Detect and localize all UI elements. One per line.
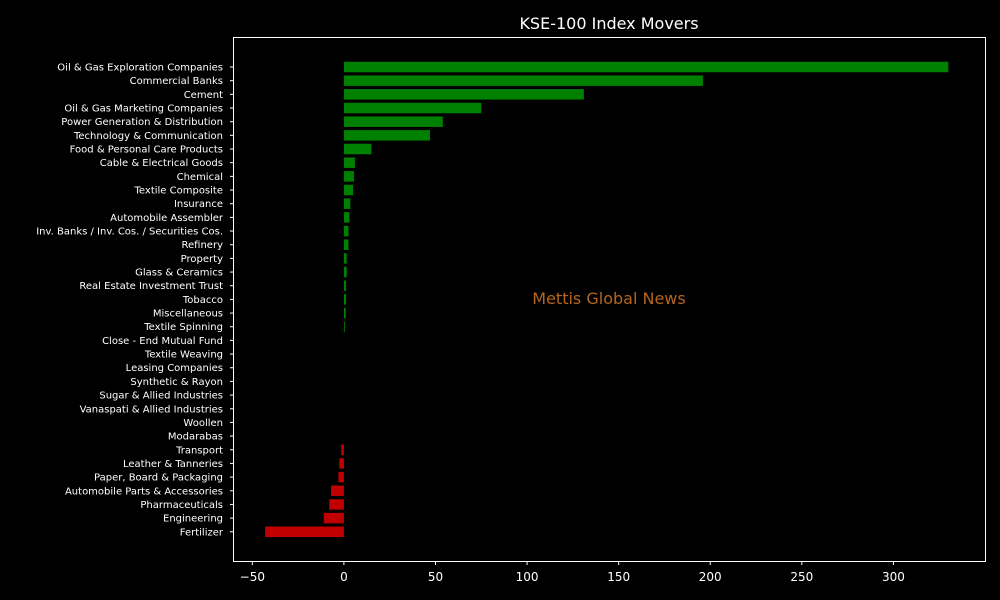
category-label: Cement xyxy=(184,90,223,101)
category-label: Engineering xyxy=(163,514,223,525)
category-label: Textile Composite xyxy=(134,186,223,197)
category-label: Pharmaceuticals xyxy=(140,500,223,511)
bar-16 xyxy=(343,280,347,291)
category-label: Leasing Companies xyxy=(126,363,223,374)
category-label: Automobile Assembler xyxy=(110,213,224,224)
category-label: Property xyxy=(181,254,223,265)
category-label: Commercial Banks xyxy=(130,76,223,87)
category-label: Close - End Mutual Fund xyxy=(102,336,223,347)
category-label: Power Generation & Distribution xyxy=(61,117,223,128)
category-label: Modarabas xyxy=(168,432,223,443)
bar-2 xyxy=(343,89,584,100)
bar-31 xyxy=(331,485,344,497)
x-tick-label: 100 xyxy=(516,570,539,584)
bar-1 xyxy=(343,75,703,86)
category-label: Food & Personal Care Products xyxy=(70,145,223,156)
bar-19 xyxy=(343,321,345,332)
category-label: Vanaspati & Allied Industries xyxy=(80,404,223,415)
category-label: Woollen xyxy=(183,418,223,429)
x-axis-ticks: −50 0 50 100 150 200 250 300 xyxy=(240,561,905,584)
x-tick-label: 200 xyxy=(699,570,722,584)
x-tick-label: 0 xyxy=(340,570,348,584)
bar-29 xyxy=(339,458,344,469)
bar-13 xyxy=(343,239,349,250)
x-tick-label: 150 xyxy=(607,570,630,584)
bar-9 xyxy=(343,184,354,196)
category-label: Technology & Communication xyxy=(73,131,223,142)
category-label: Refinery xyxy=(182,240,224,251)
chart-title: KSE-100 Index Movers xyxy=(519,14,698,33)
bar-8 xyxy=(343,171,354,182)
category-label: Textile Spinning xyxy=(143,322,223,333)
watermark-annotation: Mettis Global News xyxy=(532,289,685,308)
category-label: Paper, Board & Packaging xyxy=(94,473,223,484)
bar-7 xyxy=(343,157,355,168)
category-label: Insurance xyxy=(174,199,223,210)
category-label: Inv. Banks / Inv. Cos. / Securities Cos. xyxy=(36,227,223,238)
bar-14 xyxy=(343,253,347,264)
bar-15 xyxy=(343,266,347,278)
category-label: Real Estate Investment Trust xyxy=(79,281,223,292)
x-tick-label: 300 xyxy=(882,570,905,584)
bar-5 xyxy=(343,130,430,141)
bar-17 xyxy=(343,294,347,305)
bar-18 xyxy=(343,307,346,319)
bar-10 xyxy=(343,198,351,209)
bar-3 xyxy=(343,102,482,114)
bar-11 xyxy=(343,212,350,223)
bar-34 xyxy=(265,526,344,538)
category-label: Automobile Parts & Accessories xyxy=(65,486,223,497)
category-label: Oil & Gas Exploration Companies xyxy=(57,63,223,74)
x-tick-label: 250 xyxy=(790,570,813,584)
x-tick-label: 50 xyxy=(428,570,443,584)
category-label: Leather & Tanneries xyxy=(123,459,223,470)
category-label: Fertilizer xyxy=(180,527,224,538)
bar-28 xyxy=(341,444,344,456)
bars-group xyxy=(265,61,949,538)
category-label: Sugar & Allied Industries xyxy=(99,391,223,402)
category-label: Cable & Electrical Goods xyxy=(100,158,223,169)
bar-6 xyxy=(343,143,372,155)
bar-4 xyxy=(343,116,443,127)
bar-12 xyxy=(343,225,349,237)
category-label: Transport xyxy=(175,445,223,456)
category-labels: Oil & Gas Exploration Companies Commercia… xyxy=(36,63,234,538)
x-tick-label: −50 xyxy=(240,570,265,584)
category-label: Miscellaneous xyxy=(153,309,223,320)
bar-32 xyxy=(329,499,344,510)
category-label: Oil & Gas Marketing Companies xyxy=(64,104,223,115)
category-label: Tobacco xyxy=(182,295,223,306)
category-label: Glass & Ceramics xyxy=(135,268,223,279)
category-label: Chemical xyxy=(177,172,223,183)
category-label: Textile Weaving xyxy=(144,350,223,361)
bar-0 xyxy=(343,61,949,73)
bar-30 xyxy=(338,471,344,483)
category-label: Synthetic & Rayon xyxy=(130,377,223,388)
bar-33 xyxy=(323,512,344,524)
